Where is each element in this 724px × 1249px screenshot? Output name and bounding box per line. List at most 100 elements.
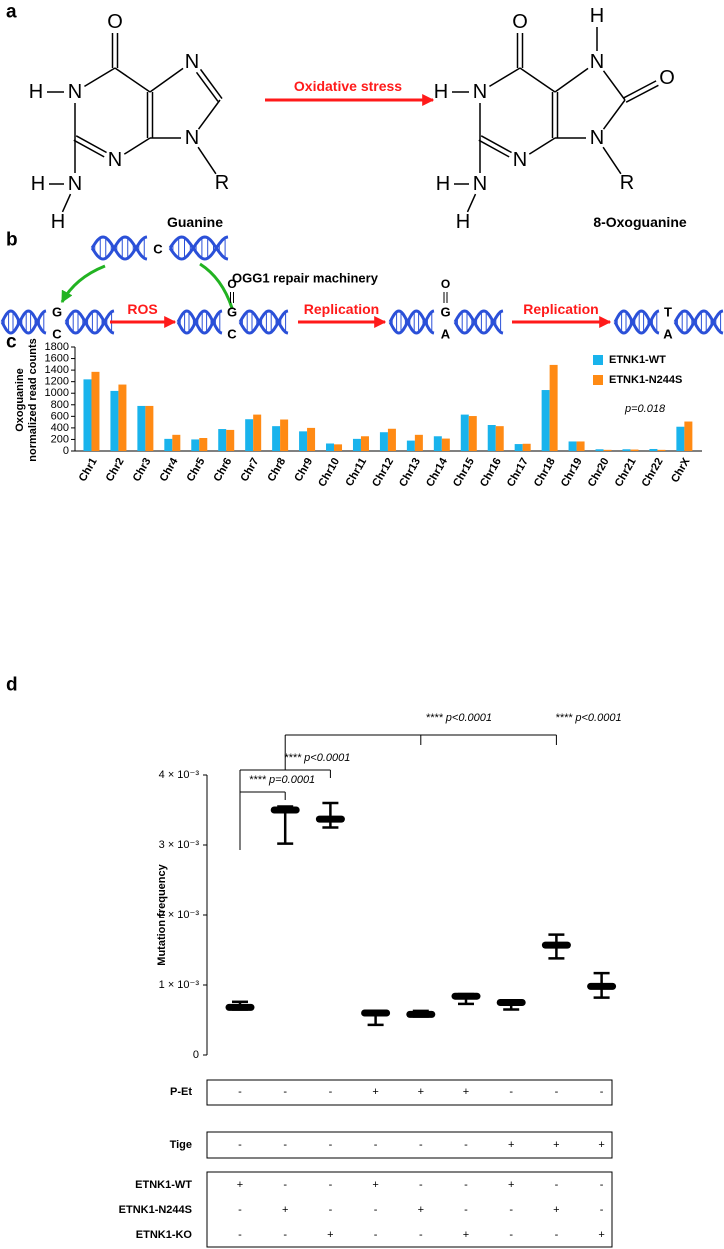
x-tick-label: Chr21 bbox=[613, 456, 639, 489]
condition-sign: - bbox=[555, 1179, 559, 1191]
bar bbox=[676, 426, 685, 451]
molecule-name: 8-Oxoguanine bbox=[593, 214, 687, 230]
bond bbox=[602, 70, 626, 101]
x-tick-label: Chr15 bbox=[451, 456, 477, 489]
dna-strand bbox=[238, 309, 289, 335]
dna-strand bbox=[673, 309, 724, 335]
bar bbox=[280, 419, 289, 451]
dna-helix bbox=[673, 309, 724, 335]
condition-sign: - bbox=[238, 1139, 242, 1151]
bond bbox=[554, 67, 589, 93]
condition-sign: - bbox=[555, 1086, 559, 1098]
condition-sign: - bbox=[329, 1179, 333, 1191]
base-letter: C bbox=[153, 242, 163, 257]
molecule-name: Guanine bbox=[167, 214, 223, 230]
atom: N bbox=[473, 81, 487, 103]
condition-sign: - bbox=[329, 1139, 333, 1151]
condition-sign: - bbox=[329, 1204, 333, 1216]
condition-sign: + bbox=[418, 1086, 424, 1098]
lesion-letter: O bbox=[227, 277, 236, 291]
bar bbox=[110, 390, 119, 451]
bar bbox=[576, 441, 585, 451]
bond bbox=[195, 71, 219, 102]
atom: N bbox=[185, 127, 199, 149]
bar bbox=[164, 438, 173, 451]
bar bbox=[334, 444, 343, 451]
y-axis-label: Oxoguanine bbox=[14, 368, 26, 432]
bar bbox=[460, 414, 469, 451]
x-tick-label: Chr8 bbox=[265, 456, 288, 484]
bar bbox=[226, 429, 235, 451]
condition-sign: - bbox=[283, 1229, 287, 1241]
dna-helix bbox=[90, 235, 148, 261]
legend-swatch bbox=[593, 355, 603, 365]
dna-strand bbox=[64, 309, 115, 335]
y-tick-label: 3 × 10⁻³ bbox=[159, 839, 200, 851]
condition-sign: + bbox=[553, 1204, 559, 1216]
atom: H bbox=[51, 211, 65, 233]
condition-sign: - bbox=[464, 1139, 468, 1151]
step-label: Replication bbox=[523, 301, 598, 317]
x-tick-label: Chr10 bbox=[316, 456, 342, 489]
condition-sign: + bbox=[327, 1229, 333, 1241]
atom: N bbox=[473, 173, 487, 195]
bar bbox=[595, 449, 604, 451]
bond bbox=[75, 135, 107, 154]
bond bbox=[528, 137, 556, 155]
bar bbox=[307, 427, 316, 451]
x-tick-label: Chr22 bbox=[640, 456, 666, 489]
atom: O bbox=[659, 67, 675, 89]
annotation: p=0.018 bbox=[624, 403, 666, 415]
bond bbox=[114, 67, 151, 93]
condition-name: ETNK1-N244S bbox=[119, 1204, 192, 1216]
bar bbox=[83, 379, 92, 451]
step-label: ROS bbox=[127, 301, 157, 317]
condition-sign: + bbox=[463, 1229, 469, 1241]
bar bbox=[406, 440, 415, 451]
condition-sign: + bbox=[463, 1086, 469, 1098]
condition-sign: + bbox=[598, 1229, 604, 1241]
dna-strand bbox=[168, 235, 229, 261]
panel-label: d bbox=[6, 675, 18, 696]
legend-label: ETNK1-WT bbox=[609, 354, 666, 366]
bond bbox=[61, 193, 72, 213]
bar bbox=[253, 414, 262, 451]
condition-sign: + bbox=[508, 1139, 514, 1151]
dna-strand bbox=[613, 309, 660, 335]
x-tick-label: Chr3 bbox=[131, 456, 154, 484]
bar bbox=[118, 384, 127, 451]
y-tick-label: 600 bbox=[51, 410, 69, 422]
condition-sign: + bbox=[553, 1139, 559, 1151]
atom: H bbox=[436, 173, 450, 195]
condition-sign: - bbox=[238, 1086, 242, 1098]
comparison-label: **** p<0.0001 bbox=[555, 712, 621, 724]
bond bbox=[519, 67, 556, 93]
condition-sign: - bbox=[600, 1204, 604, 1216]
base-letter: C bbox=[52, 327, 62, 342]
x-tick-label: Chr9 bbox=[292, 456, 315, 484]
dna-helix bbox=[0, 309, 47, 335]
condition-name: P-Et bbox=[170, 1086, 192, 1098]
base-letter: G bbox=[52, 305, 62, 320]
bond bbox=[478, 139, 510, 158]
bar bbox=[326, 443, 335, 451]
bond bbox=[73, 139, 105, 158]
condition-sign: + bbox=[598, 1139, 604, 1151]
dna-strand bbox=[388, 309, 435, 335]
bar bbox=[630, 449, 639, 451]
condition-sign: - bbox=[238, 1229, 242, 1241]
condition-box bbox=[206, 1079, 613, 1106]
bar bbox=[414, 434, 423, 451]
comparison-label: **** p<0.0001 bbox=[426, 712, 492, 724]
bond bbox=[123, 137, 151, 155]
bar bbox=[657, 449, 666, 451]
bar bbox=[218, 429, 227, 451]
condition-sign: - bbox=[329, 1086, 333, 1098]
lesion-letter: O bbox=[441, 277, 450, 291]
bar bbox=[603, 449, 612, 451]
dna-helix bbox=[168, 235, 229, 261]
bar bbox=[360, 436, 369, 451]
x-tick-label: Chr16 bbox=[478, 456, 504, 489]
condition-sign: - bbox=[419, 1229, 423, 1241]
